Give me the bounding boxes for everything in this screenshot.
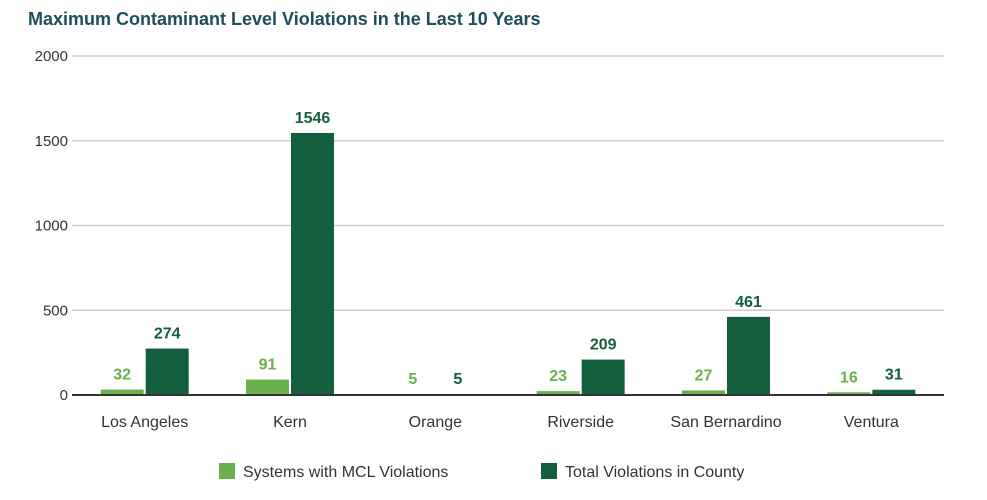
- bar-systems: [100, 389, 144, 395]
- category-label: Kern: [273, 414, 307, 431]
- data-label: 461: [735, 294, 762, 311]
- legend: Systems with MCL Violations Total Violati…: [219, 463, 744, 481]
- legend-label: Total Violations in County: [565, 464, 744, 481]
- legend-swatch: [541, 463, 557, 479]
- gridlines: [72, 55, 944, 311]
- bar-systems: [536, 391, 580, 395]
- y-tick-label: 1500: [35, 133, 68, 150]
- legend-swatch: [219, 463, 235, 479]
- data-label: 16: [840, 369, 858, 386]
- data-label: 31: [885, 367, 903, 384]
- data-label: 5: [453, 371, 462, 388]
- bar-systems: [246, 379, 289, 395]
- bar-total: [872, 389, 916, 395]
- category-label: Ventura: [844, 414, 899, 431]
- y-tick-label: 500: [43, 302, 68, 319]
- y-axis-ticks: 0 500 1000 1500 2000: [35, 48, 68, 404]
- bar-systems: [827, 392, 871, 395]
- bars: [100, 132, 916, 396]
- bar-total: [727, 316, 770, 395]
- category-labels: Los Angeles Kern Orange Riverside San Bernar…: [101, 414, 899, 431]
- data-label: 27: [695, 367, 713, 384]
- legend-label: Systems with MCL Violations: [243, 464, 448, 481]
- category-label: Los Angeles: [101, 414, 188, 431]
- y-tick-label: 0: [60, 387, 68, 404]
- data-label: 1546: [295, 110, 331, 127]
- data-label: 91: [259, 357, 277, 374]
- data-labels: 32 274 91 1546 5 5 23 209 27 461 16 31: [113, 110, 903, 388]
- category-label: Riverside: [547, 414, 614, 431]
- y-tick-label: 2000: [35, 48, 68, 65]
- category-label: San Bernardino: [670, 414, 781, 431]
- data-label: 209: [590, 337, 617, 354]
- data-label: 23: [549, 368, 567, 385]
- bar-total: [581, 359, 625, 395]
- y-tick-label: 1000: [35, 218, 68, 235]
- bar-systems: [682, 390, 725, 395]
- bar-total: [145, 348, 189, 395]
- data-label: 32: [113, 367, 131, 384]
- bar-total: [291, 132, 334, 395]
- chart-title: Maximum Contaminant Level Violations in …: [28, 9, 541, 29]
- data-label: 274: [154, 326, 181, 343]
- category-label: Orange: [409, 414, 462, 431]
- data-label: 5: [408, 371, 417, 388]
